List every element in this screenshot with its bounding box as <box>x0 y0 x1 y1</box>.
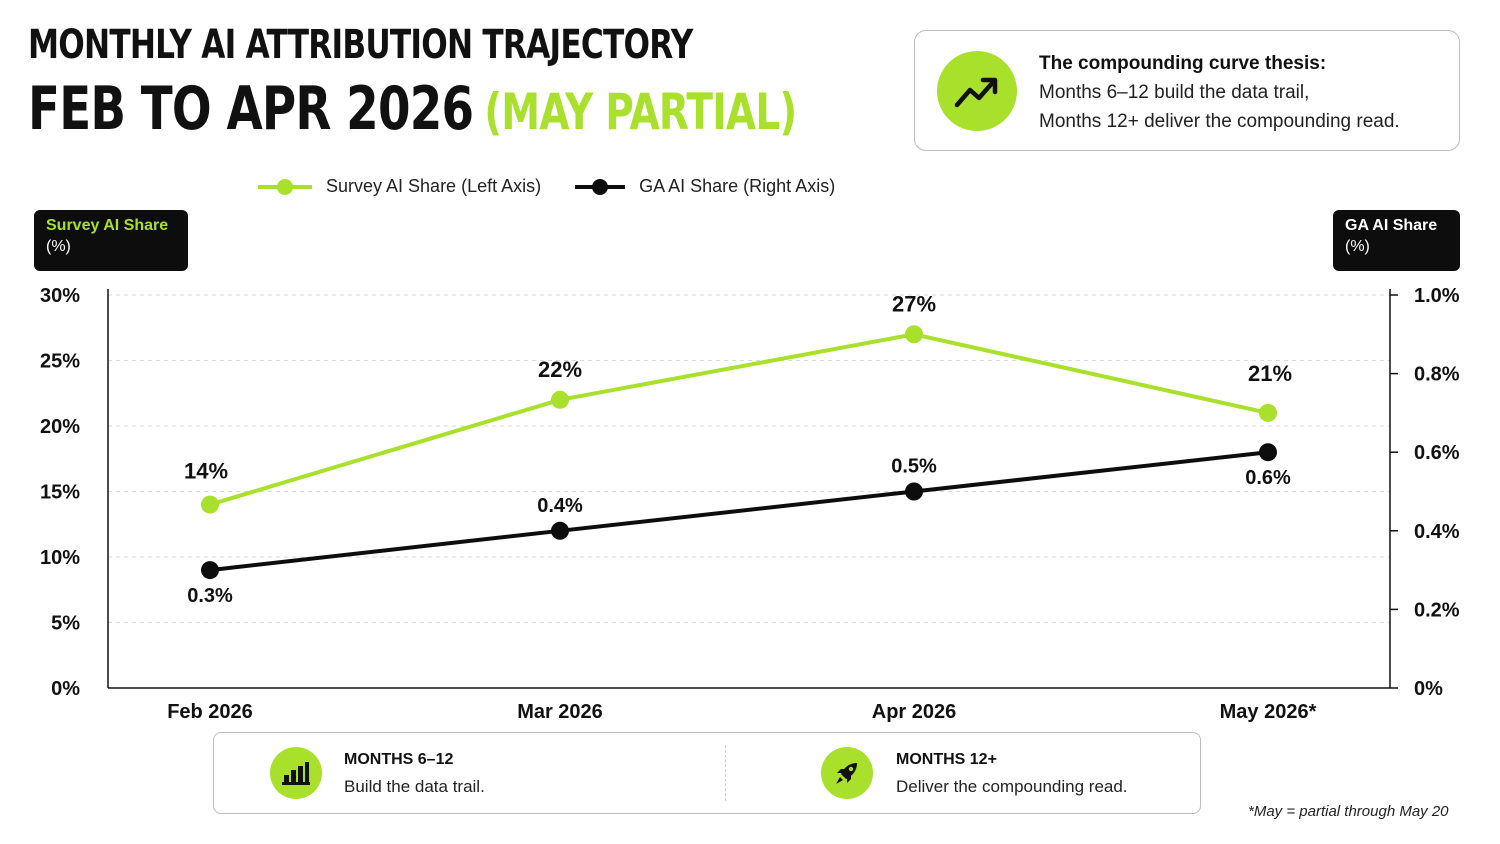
series-line-survey <box>209 332 1269 507</box>
right-axis-tick-label: 0.4% <box>1414 521 1460 543</box>
data-point-survey <box>551 390 569 409</box>
left-axis-unit: (%) <box>46 238 71 255</box>
data-label-survey: 27% <box>892 291 936 316</box>
x-axis-tick-label: Feb 2026 <box>167 701 253 723</box>
page-title: MONTHLY AI ATTRIBUTION TRAJECTORY <box>28 22 693 68</box>
data-point-survey <box>905 325 923 344</box>
left-axis-tick-label: 5% <box>51 613 80 635</box>
rocket-icon <box>821 747 873 799</box>
data-label-survey: 21% <box>1248 361 1292 386</box>
page-subtitle: FEB TO APR 2026 (MAY PARTIAL) <box>28 74 797 144</box>
left-axis-tick-label: 20% <box>40 416 80 438</box>
x-axis-tick-label: Mar 2026 <box>517 701 603 723</box>
x-axis-tick-label: Apr 2026 <box>872 701 957 723</box>
thesis-line-1: Months 6–12 build the data trail, <box>1039 82 1310 103</box>
thesis-line-2: Months 12+ deliver the compounding read. <box>1039 111 1400 132</box>
legend-swatch-ga <box>575 178 626 195</box>
left-axis-tick-label: 30% <box>40 285 80 307</box>
data-point-ga <box>1259 443 1277 462</box>
phase-1-heading: MONTHS 6–12 <box>344 751 454 768</box>
phase-summary-box: MONTHS 6–12 Build the data trail. MONTHS… <box>213 732 1201 814</box>
right-axis-tick-label: 0.2% <box>1414 599 1460 621</box>
right-axis-tick-label: 1.0% <box>1414 285 1460 307</box>
data-point-ga <box>551 521 569 540</box>
phase-divider <box>725 745 726 801</box>
phase-1-text: Build the data trail. <box>344 777 485 796</box>
right-axis-unit: (%) <box>1345 238 1370 255</box>
legend-label-survey: Survey AI Share (Left Axis) <box>326 176 542 196</box>
chart-legend: Survey AI Share (Left Axis) GA AI Share … <box>258 176 869 197</box>
data-label-ga: 0.6% <box>1245 467 1291 489</box>
thesis-card: The compounding curve thesis: Months 6–1… <box>914 30 1460 151</box>
right-axis-tick-label: 0.6% <box>1414 442 1460 464</box>
left-axis-tag: Survey AI Share (%) <box>34 210 188 271</box>
right-axis-tag: GA AI Share (%) <box>1333 210 1460 271</box>
data-label-survey: 14% <box>184 459 228 484</box>
data-point-survey <box>201 495 219 514</box>
phase-2-text: Deliver the compounding read. <box>896 777 1128 796</box>
right-axis-tick-label: 0% <box>1414 678 1443 700</box>
data-label-ga: 0.4% <box>537 495 583 517</box>
thesis-heading: The compounding curve thesis: <box>1039 53 1327 74</box>
phase-2-heading: MONTHS 12+ <box>896 751 997 768</box>
legend-label-ga: GA AI Share (Right Axis) <box>639 176 836 196</box>
bar-chart-icon <box>270 747 322 799</box>
data-label-survey: 22% <box>538 357 582 382</box>
legend-item-ga: GA AI Share (Right Axis) <box>575 176 835 197</box>
data-label-ga: 0.3% <box>187 585 233 607</box>
data-point-ga <box>905 482 923 501</box>
trending-up-icon <box>937 51 1017 131</box>
legend-item-survey: Survey AI Share (Left Axis) <box>258 176 541 197</box>
left-axis-tick-label: 25% <box>40 351 80 373</box>
subtitle-accent: (MAY PARTIAL) <box>484 83 797 141</box>
series-line-ga <box>209 450 1269 573</box>
left-axis-title: Survey AI Share <box>46 217 169 234</box>
data-point-ga <box>201 561 219 580</box>
x-axis-tick-label: May 2026* <box>1220 701 1317 723</box>
left-axis-tick-label: 0% <box>51 678 80 700</box>
data-label-ga: 0.5% <box>891 456 937 478</box>
legend-swatch-survey <box>258 178 312 195</box>
left-axis-tick-label: 10% <box>40 547 80 569</box>
subtitle-main: FEB TO APR 2026 <box>28 74 474 144</box>
data-point-survey <box>1259 403 1277 422</box>
footnote: *May = partial through May 20 <box>1248 803 1449 820</box>
left-axis-tick-label: 15% <box>40 482 80 504</box>
right-axis-title: GA AI Share <box>1345 217 1438 234</box>
right-axis-tick-label: 0.8% <box>1414 364 1460 386</box>
